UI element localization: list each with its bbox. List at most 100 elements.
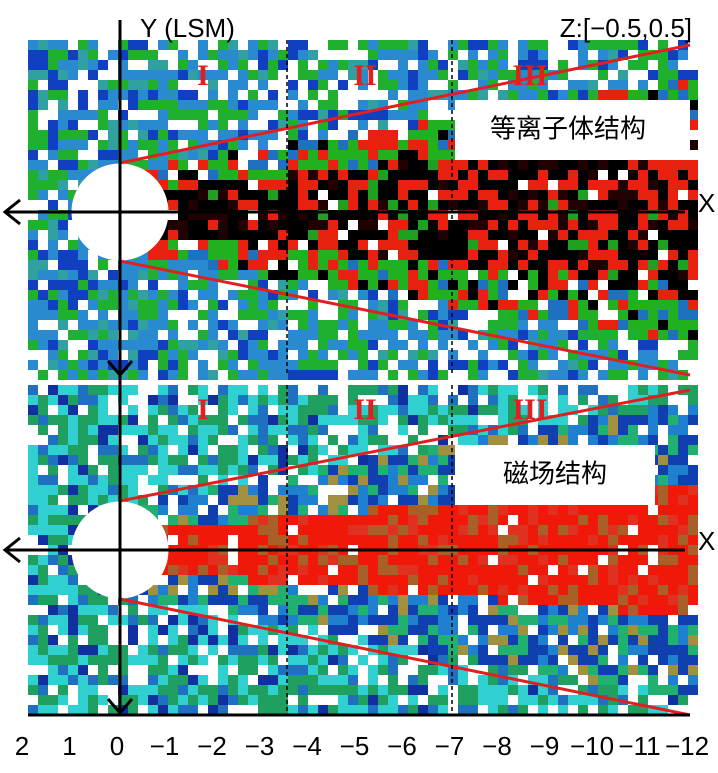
pixel <box>508 635 518 645</box>
pixel <box>408 575 418 585</box>
pixel <box>328 395 338 405</box>
pixel <box>438 665 448 675</box>
pixel <box>278 50 288 60</box>
pixel <box>478 615 488 625</box>
pixel <box>428 350 438 360</box>
pixel <box>458 505 468 515</box>
pixel <box>178 665 188 675</box>
pixel <box>288 425 298 435</box>
cone-line <box>119 597 691 717</box>
pixel <box>318 695 328 705</box>
pixel <box>568 170 578 180</box>
pixel <box>88 605 98 615</box>
pixel <box>108 90 118 100</box>
pixel <box>68 395 78 405</box>
pixel <box>58 685 68 695</box>
pixel <box>538 665 548 675</box>
x-tick-label: −5 <box>340 731 370 761</box>
pixel <box>178 220 188 230</box>
pixel <box>418 230 428 240</box>
pixel <box>408 330 418 340</box>
pixel <box>478 280 488 290</box>
pixel <box>198 425 208 435</box>
pixel <box>338 445 348 455</box>
pixel <box>338 695 348 705</box>
pixel <box>248 415 258 425</box>
pixel <box>428 50 438 60</box>
pixel <box>78 130 88 140</box>
pixel <box>348 585 358 595</box>
pixel <box>418 425 428 435</box>
pixel <box>218 595 228 605</box>
pixel <box>628 70 638 80</box>
pixel <box>298 405 308 415</box>
pixel <box>478 190 488 200</box>
pixel <box>358 230 368 240</box>
pixel <box>38 300 48 310</box>
pixel <box>668 160 678 170</box>
pixel <box>398 80 408 90</box>
pixel <box>118 290 128 300</box>
pixel <box>78 250 88 260</box>
pixel <box>198 290 208 300</box>
pixel <box>278 260 288 270</box>
pixel <box>658 425 668 435</box>
pixel <box>228 250 238 260</box>
pixel <box>438 685 448 695</box>
pixel <box>668 525 678 535</box>
pixel <box>108 320 118 330</box>
pixel <box>448 495 458 505</box>
pixel <box>118 485 128 495</box>
pixel <box>258 625 268 635</box>
pixel <box>328 515 338 525</box>
pixel <box>108 395 118 405</box>
pixel <box>478 575 488 585</box>
pixel <box>458 300 468 310</box>
pixel <box>168 40 178 50</box>
pixel <box>98 385 108 395</box>
pixel <box>198 230 208 240</box>
pixel <box>188 220 198 230</box>
pixel <box>388 495 398 505</box>
pixel <box>368 140 378 150</box>
pixel <box>368 100 378 110</box>
pixel <box>288 230 298 240</box>
pixel <box>388 40 398 50</box>
pixel <box>628 220 638 230</box>
pixel <box>548 595 558 605</box>
pixel <box>558 220 568 230</box>
pixel <box>28 445 38 455</box>
pixel <box>628 605 638 615</box>
pixel <box>178 655 188 665</box>
pixel <box>198 170 208 180</box>
pixel <box>648 240 658 250</box>
pixel <box>378 360 388 370</box>
pixel <box>178 250 188 260</box>
pixel <box>228 130 238 140</box>
pixel <box>468 220 478 230</box>
pixel <box>578 515 588 525</box>
pixel <box>28 140 38 150</box>
pixel <box>388 150 398 160</box>
pixel <box>38 120 48 130</box>
pixel <box>648 280 658 290</box>
pixel <box>68 220 78 230</box>
pixel <box>148 585 158 595</box>
pixel <box>278 220 288 230</box>
pixel <box>38 405 48 415</box>
pixel <box>98 685 108 695</box>
pixel <box>548 170 558 180</box>
pixel <box>88 385 98 395</box>
pixel <box>308 110 318 120</box>
pixel <box>378 675 388 685</box>
pixel <box>448 150 458 160</box>
pixel <box>48 100 58 110</box>
pixel <box>608 220 618 230</box>
pixel <box>508 565 518 575</box>
pixel <box>348 200 358 210</box>
pixel <box>358 415 368 425</box>
pixel <box>418 585 428 595</box>
pixel <box>138 300 148 310</box>
pixel <box>48 290 58 300</box>
pixel <box>308 340 318 350</box>
